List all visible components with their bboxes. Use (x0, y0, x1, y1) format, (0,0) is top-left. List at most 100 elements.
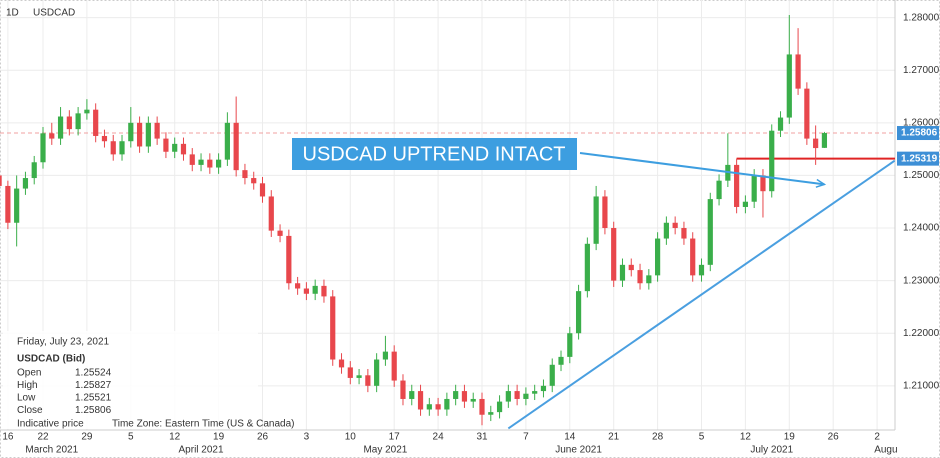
price-tag (897, 151, 939, 166)
x-tick-label: 14 (564, 432, 576, 443)
candle-body (453, 391, 459, 399)
candle-body (769, 130, 775, 192)
candle-body (777, 117, 784, 131)
info-value: 1.25827 (75, 380, 112, 391)
x-tick-label: 26 (257, 432, 269, 443)
candle-body (426, 404, 432, 410)
candle-body (198, 159, 204, 165)
candle-body (66, 116, 72, 130)
candle-body (575, 291, 582, 334)
candle-body (128, 122, 134, 142)
y-tick-label: 1.21000 (903, 380, 940, 391)
info-label: High (17, 380, 38, 391)
candle-body (707, 199, 713, 265)
info-label: Open (17, 368, 41, 379)
candle-body (751, 175, 757, 202)
candle-body (374, 359, 380, 386)
annotation-text: USDCAD UPTREND INTACT (303, 143, 566, 165)
candle-body (584, 243, 590, 292)
interval: 1D (6, 8, 19, 19)
candle-body (101, 135, 108, 142)
month-label: May 2021 (363, 445, 407, 456)
candle-body (136, 122, 143, 147)
candle-body (461, 391, 468, 402)
candle-body (786, 54, 792, 118)
x-tick-label: 29 (81, 432, 93, 443)
candle-body (417, 391, 424, 410)
candle-body (119, 141, 125, 155)
candle-body (602, 196, 608, 229)
candle-body (207, 159, 213, 168)
info-value: 1.25521 (75, 393, 112, 404)
candle-body (75, 113, 81, 130)
x-tick-label: 19 (784, 432, 796, 443)
trendline (507, 159, 895, 430)
candle-body (470, 398, 476, 402)
price-tag (897, 126, 939, 141)
candle-body (400, 380, 406, 399)
candle-body (110, 141, 116, 155)
x-tick-label: 19 (213, 432, 225, 443)
candle-body (593, 196, 599, 244)
candle-body (488, 412, 494, 415)
x-tick-label: 24 (433, 432, 445, 443)
candle-body (295, 283, 301, 289)
y-tick-label: 1.24000 (903, 223, 940, 234)
symbol-title: USDCAD (33, 8, 75, 19)
x-tick-label: 28 (652, 432, 664, 443)
info-value: 1.25806 (75, 405, 112, 416)
candle-body (558, 356, 564, 365)
candle-body (365, 375, 371, 386)
candle-body (514, 391, 520, 399)
candle-body (716, 180, 722, 200)
month-label: April 2021 (179, 445, 224, 456)
candle-body (479, 398, 485, 415)
candle-body (672, 222, 678, 229)
info-label: Low (17, 393, 36, 404)
candle-body (567, 333, 573, 357)
x-tick-label: 12 (169, 432, 181, 443)
candle-body (619, 264, 626, 281)
info-panel (3, 331, 258, 429)
info-label: Close (17, 405, 43, 416)
x-tick-label: 31 (476, 432, 488, 443)
candle-body (321, 285, 327, 297)
month-label: July 2021 (750, 445, 793, 456)
x-tick-label: 16 (2, 432, 14, 443)
candle-body (795, 54, 801, 89)
month-label: March 2021 (25, 445, 78, 456)
y-tick-label: 1.23000 (903, 275, 940, 286)
candle-body (22, 178, 29, 189)
candle-body (286, 235, 292, 284)
info-footer: Time Zone: Eastern Time (US & Canada) (112, 419, 294, 430)
y-tick-label: 1.26000 (903, 117, 940, 128)
annotation-arrow (579, 152, 825, 186)
x-tick-label: 5 (699, 432, 705, 443)
x-tick-label: 10 (345, 432, 357, 443)
arrow-head (815, 178, 827, 188)
candle-body (216, 159, 222, 168)
candle-body (655, 238, 661, 276)
candle-body (84, 109, 90, 114)
candle-body (172, 143, 178, 152)
candle-body (382, 351, 389, 360)
candle-body (233, 122, 239, 171)
candle-body (40, 133, 46, 163)
info-date: Friday, July 23, 2021 (17, 337, 110, 348)
candle-body (347, 367, 353, 378)
candle-body (145, 122, 151, 147)
candle-body (180, 143, 187, 155)
candle-body (31, 162, 37, 179)
y-tick-label: 1.28000 (903, 12, 940, 23)
y-tick-label: 1.27000 (903, 65, 940, 76)
candle-body (663, 222, 669, 239)
price-tag-label: 1.25806 (901, 128, 938, 139)
candle-body (813, 138, 819, 149)
x-tick-label: 3 (304, 432, 310, 443)
info-footer: Indicative price (17, 419, 84, 430)
candle-body (690, 238, 696, 276)
candle-body (523, 393, 529, 399)
candle-body (734, 164, 740, 207)
candle-body (409, 391, 415, 399)
price-tag-label: 1.25319 (901, 153, 938, 164)
